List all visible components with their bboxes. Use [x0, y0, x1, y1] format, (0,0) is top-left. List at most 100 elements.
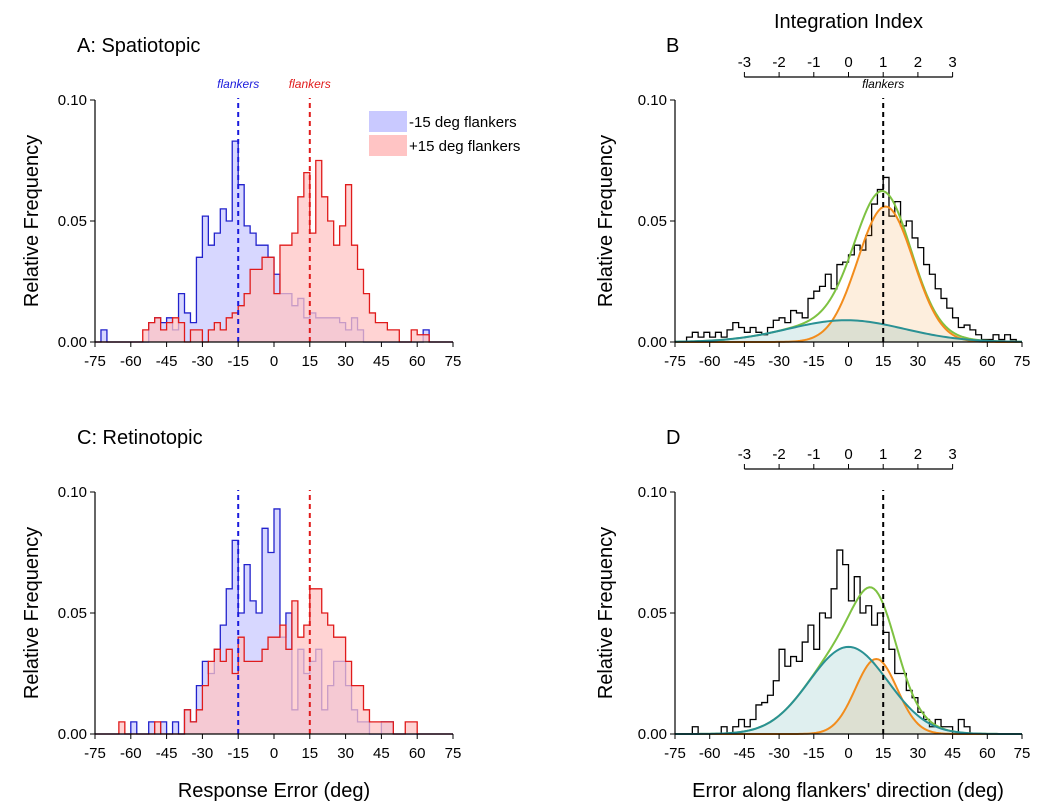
legend-swatch: [369, 111, 407, 132]
x-tick-label: -45: [734, 353, 756, 370]
y-tick-label: 0.10: [638, 92, 667, 109]
x-tick-label: 45: [944, 745, 961, 762]
x-tick-label: 0: [844, 353, 852, 370]
x-tick-label: -30: [192, 745, 214, 762]
fit-fill-1: [675, 206, 1022, 342]
x-tick-label: -60: [120, 745, 142, 762]
panel-title: C: Retinotopic: [77, 427, 203, 449]
fit-curve-2: [674, 645, 1023, 735]
x-tick-label: 0: [844, 745, 852, 762]
x-axis-label-right: Error along flankers' direction (deg): [692, 780, 1004, 802]
histogram-series-1: [95, 159, 453, 343]
panel-c: C: Retinotopic Relative Frequency -75 -60 -4…: [21, 427, 461, 762]
y-tick-label: 0.05: [638, 605, 667, 622]
top-axis-tick-label: 1: [879, 446, 887, 463]
panel-title: A: Spatiotopic: [77, 35, 200, 57]
flankers-annotation: flankers: [289, 77, 331, 91]
histogram-fill-1: [95, 160, 453, 342]
y-tick-label: 0.00: [58, 726, 87, 743]
x-tick-label: 60: [979, 745, 996, 762]
x-tick-label: 45: [944, 353, 961, 370]
x-tick-label: 60: [979, 353, 996, 370]
top-axis-tick-label: 3: [948, 446, 956, 463]
x-tick-label: -60: [120, 353, 142, 370]
top-axis-title: Integration Index: [774, 11, 923, 33]
flankers-annotation: flankers: [217, 77, 259, 91]
x-tick-label: 60: [409, 745, 426, 762]
fit-fill-2: [675, 646, 1022, 734]
x-tick-label: -45: [734, 745, 756, 762]
x-tick-label: 60: [409, 353, 426, 370]
x-tick-label: 15: [301, 353, 318, 370]
y-tick-label: 0.00: [58, 334, 87, 351]
legend-entry: -15 deg flankers: [409, 114, 517, 131]
top-axis-tick-label: -2: [772, 54, 785, 71]
histogram-series-0: [675, 549, 1022, 735]
x-tick-label: -45: [156, 745, 178, 762]
top-axis-tick-label: -2: [772, 446, 785, 463]
x-tick-label: 15: [875, 745, 892, 762]
x-tick-label: -60: [699, 745, 721, 762]
legend-entry: +15 deg flankers: [409, 138, 520, 155]
top-axis-tick-label: -3: [738, 54, 751, 71]
y-axis-label: Relative Frequency: [21, 135, 43, 307]
y-tick-label: 0.00: [638, 726, 667, 743]
y-tick-label: 0.10: [58, 92, 87, 109]
x-tick-label: 30: [910, 353, 927, 370]
x-tick-label: -75: [664, 353, 686, 370]
x-tick-label: 45: [373, 353, 390, 370]
y-tick-label: 0.10: [58, 484, 87, 501]
x-tick-label: -60: [699, 353, 721, 370]
y-axis-label: Relative Frequency: [21, 527, 43, 699]
x-tick-label: 75: [1014, 745, 1031, 762]
y-tick-label: 0.05: [58, 213, 87, 230]
top-axis-tick-label: 2: [914, 54, 922, 71]
x-tick-label: 45: [373, 745, 390, 762]
x-tick-label: -45: [156, 353, 178, 370]
top-axis-tick-label: -1: [807, 54, 820, 71]
x-tick-label: -30: [768, 353, 790, 370]
x-tick-label: 0: [270, 745, 278, 762]
top-axis-tick-label: 2: [914, 446, 922, 463]
top-axis-tick-label: 3: [948, 54, 956, 71]
x-tick-label: -30: [768, 745, 790, 762]
top-axis-tick-label: -1: [807, 446, 820, 463]
x-tick-label: -75: [84, 353, 106, 370]
top-axis-tick-label: 0: [844, 446, 852, 463]
x-tick-label: 0: [270, 353, 278, 370]
legend: -15 deg flankers +15 deg flankers: [369, 111, 520, 156]
panel-title: B: [666, 35, 679, 57]
y-tick-label: 0.05: [638, 213, 667, 230]
x-tick-label: 30: [910, 745, 927, 762]
y-tick-label: 0.10: [638, 484, 667, 501]
x-tick-label: -75: [84, 745, 106, 762]
x-tick-label: -15: [227, 745, 249, 762]
histogram-fill-0: [95, 508, 453, 734]
fit-fill-2: [675, 320, 1022, 342]
x-tick-label: 75: [445, 745, 462, 762]
fit-curve-2: [674, 319, 1023, 343]
x-tick-label: 75: [445, 353, 462, 370]
x-tick-label: 15: [301, 745, 318, 762]
panel-title: D: [666, 427, 680, 449]
x-tick-label: 30: [337, 353, 354, 370]
x-tick-label: 30: [337, 745, 354, 762]
fit-fill-1: [675, 658, 1022, 734]
top-axis-tick-label: 1: [879, 54, 887, 71]
top-axis-tick-label: -3: [738, 446, 751, 463]
flankers-annotation: flankers: [862, 77, 904, 91]
x-tick-label: -30: [192, 353, 214, 370]
y-tick-label: 0.00: [638, 334, 667, 351]
x-axis-label-left: Response Error (deg): [178, 780, 370, 802]
top-axis-tick-label: 0: [844, 54, 852, 71]
y-axis-label: Relative Frequency: [595, 135, 617, 307]
x-tick-label: -75: [664, 745, 686, 762]
legend-swatch: [369, 135, 407, 156]
x-tick-label: -15: [803, 745, 825, 762]
x-tick-label: 15: [875, 353, 892, 370]
x-tick-label: -15: [227, 353, 249, 370]
y-axis-label: Relative Frequency: [595, 527, 617, 699]
